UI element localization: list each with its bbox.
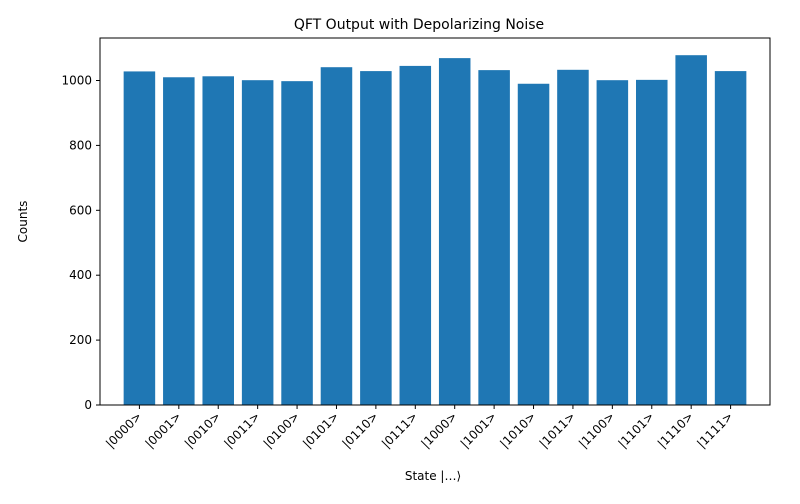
x-tick-label: |1001> — [458, 409, 499, 450]
x-tick-label: |1101> — [615, 409, 656, 450]
bar-3 — [241, 80, 274, 406]
x-tick-label: |1010> — [497, 409, 538, 450]
y-axis-label: Counts — [16, 201, 30, 243]
x-tick-label: |0000> — [103, 409, 144, 450]
y-tick-label: 400 — [69, 268, 92, 282]
y-axis-ticks: 0 200 400 600 800 1000 — [61, 74, 100, 412]
bars — [123, 55, 747, 406]
x-tick-label: |0101> — [300, 409, 341, 450]
bar-4 — [281, 81, 313, 405]
y-tick-label: 0 — [84, 398, 92, 412]
chart-title: QFT Output with Depolarizing Noise — [294, 17, 544, 33]
x-tick-label: |0011> — [221, 409, 262, 450]
x-tick-label: |0001> — [142, 409, 183, 450]
bar-14 — [675, 55, 707, 405]
x-tick-label: |0111> — [379, 409, 420, 450]
x-tick-label: |1100> — [576, 409, 617, 450]
x-tick-label: |1111> — [694, 409, 735, 450]
x-tick-label: |1011> — [537, 409, 578, 450]
bar-10 — [517, 83, 550, 405]
x-tick-label: |0110> — [340, 409, 381, 450]
x-tick-label: |1000> — [418, 409, 459, 450]
y-tick-label: 600 — [69, 203, 92, 217]
bar-2 — [202, 76, 234, 405]
bar-9 — [478, 70, 510, 406]
x-axis-label: State |…⟩ — [405, 469, 461, 483]
bar-1 — [163, 77, 195, 405]
x-axis-ticks: |0000>|0001>|0010>|0011>|0100>|0101>|011… — [103, 405, 736, 451]
y-tick-label: 200 — [69, 333, 92, 347]
bar-13 — [636, 79, 668, 406]
bar-8 — [438, 58, 471, 406]
bar-15 — [714, 71, 747, 405]
bar-11 — [557, 69, 589, 406]
y-tick-label: 800 — [69, 138, 92, 152]
x-tick-label: |0100> — [261, 409, 302, 450]
bar-12 — [596, 80, 629, 406]
x-tick-label: |1110> — [655, 409, 696, 450]
y-tick-label: 1000 — [61, 74, 92, 88]
bar-5 — [320, 67, 353, 405]
bar-6 — [360, 71, 392, 405]
bar-0 — [123, 71, 156, 405]
axes-frame — [99, 37, 771, 406]
bar-7 — [399, 65, 432, 405]
x-tick-label: |0010> — [182, 409, 223, 450]
